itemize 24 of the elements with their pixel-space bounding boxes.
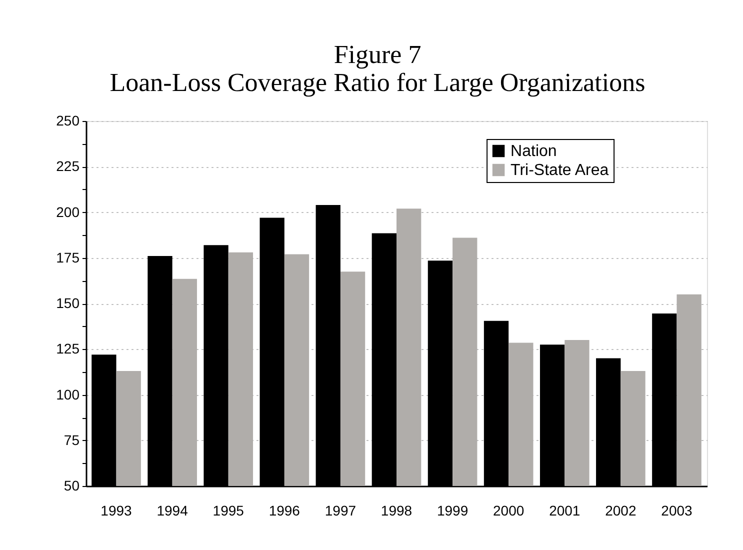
chart-subtitle: Loan-Loss Coverage Ratio for Large Organizations [110,68,646,97]
x-tick-label: 1997 [324,502,356,518]
y-tick-label: 250 [56,112,80,128]
x-tick-label: 2002 [605,502,636,518]
x-tick-label: 1995 [212,502,244,518]
x-tick-label: 1993 [100,502,132,518]
x-tick-label: 1996 [268,502,300,518]
x-tick-label: 1994 [156,502,188,518]
y-tick-label: 225 [56,158,80,174]
x-tick-label: 2000 [493,502,524,518]
legend-label: Nation [510,143,557,160]
y-tick-label: 175 [56,249,80,266]
x-tick-label: 2003 [661,502,693,518]
y-tick-label: 150 [56,295,80,311]
chart-title: Figure 7 [334,40,422,69]
legend-label: Tri-State Area [510,162,609,179]
y-tick-label: 200 [56,204,80,220]
y-tick-label: 125 [56,340,80,357]
x-tick-label: 2001 [549,502,580,518]
y-tick-label: 100 [56,386,80,402]
x-tick-label: 1999 [436,502,468,518]
y-tick-label: 75 [64,432,80,448]
y-tick-label: 50 [64,478,80,494]
x-tick-label: 1998 [380,502,412,518]
